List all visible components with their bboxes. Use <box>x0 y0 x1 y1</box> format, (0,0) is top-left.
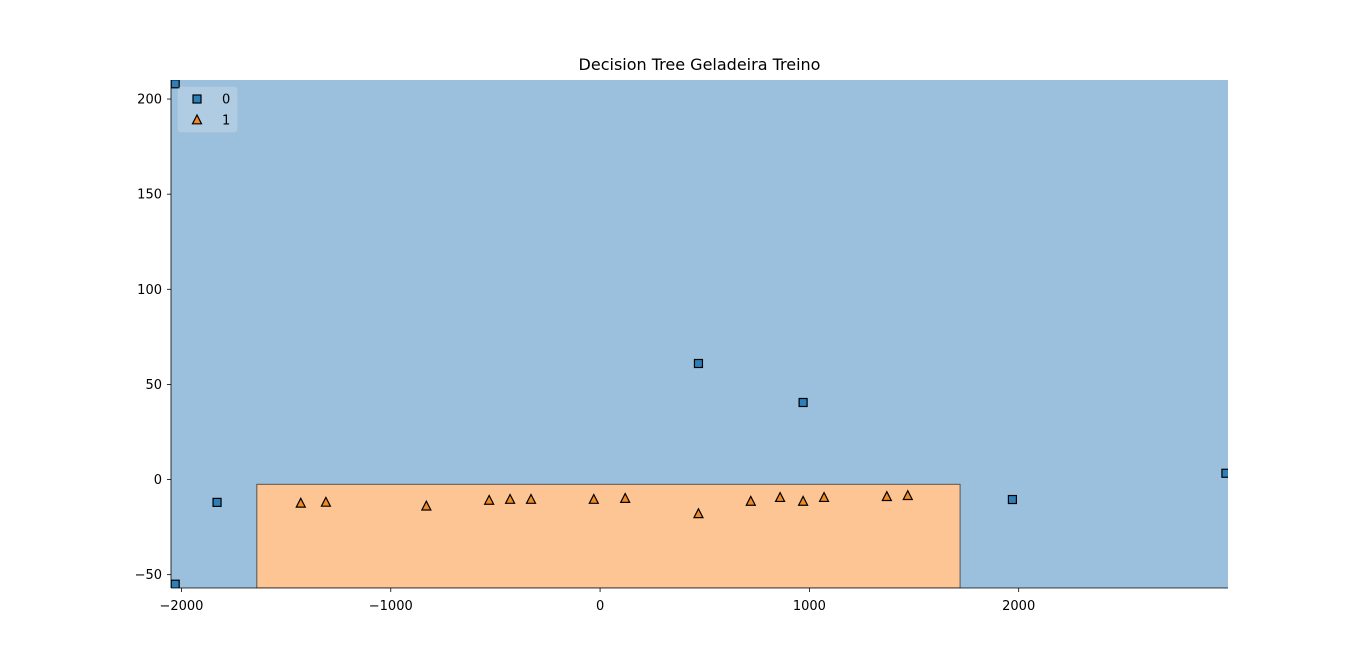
y-tick-label: 0 <box>154 473 162 488</box>
data-point-class-1 <box>818 491 830 503</box>
legend-label-class-0: 0 <box>222 93 230 108</box>
decision-region-class-1 <box>256 483 961 588</box>
legend-marker-class-1 <box>191 113 203 125</box>
data-point-class-1 <box>692 507 704 519</box>
y-tick-label: −50 <box>135 568 162 583</box>
plot-area <box>171 80 1228 588</box>
data-point-class-1 <box>295 497 307 508</box>
x-tick-label: 1000 <box>793 599 826 614</box>
x-tick-label: −2000 <box>159 599 203 614</box>
y-tick-label: 50 <box>145 378 162 393</box>
data-point-class-1 <box>797 495 809 506</box>
data-point-class-0 <box>1221 468 1228 478</box>
data-point-class-1 <box>420 499 432 511</box>
legend-label-class-1: 1 <box>222 114 230 129</box>
plot-content <box>171 80 1228 588</box>
data-point-class-1 <box>588 493 600 504</box>
chart-title: Decision Tree Geladeira Treino <box>579 55 821 74</box>
series-1 <box>295 489 914 519</box>
data-point-class-0 <box>1007 494 1018 505</box>
data-point-class-0 <box>212 497 222 507</box>
data-point-class-0 <box>693 358 704 369</box>
data-point-class-1 <box>774 491 786 503</box>
x-tick-label: −1000 <box>369 599 413 614</box>
legend-marker-class-0 <box>192 94 202 104</box>
x-tick-label: 0 <box>596 599 604 614</box>
data-point-class-1 <box>483 494 495 505</box>
data-point-class-1 <box>525 493 537 504</box>
data-point-class-1 <box>504 493 516 504</box>
y-tick-label: 100 <box>137 283 162 298</box>
x-tick-label: 2000 <box>1002 599 1035 614</box>
data-point-class-1 <box>881 490 893 502</box>
data-point-class-1 <box>745 495 757 506</box>
legend: 01 <box>177 86 238 133</box>
data-point-class-0 <box>171 80 180 89</box>
data-point-class-1 <box>320 496 332 507</box>
y-tick-label: 150 <box>137 188 162 203</box>
y-axis: −50 0 50 100 150 200 <box>135 80 172 588</box>
x-axis: −2000 −1000 0 1000 2000 <box>159 587 1228 614</box>
series-0 <box>171 80 1228 588</box>
data-point-class-1 <box>902 489 914 501</box>
data-point-class-0 <box>171 579 180 588</box>
data-point-class-0 <box>798 397 808 408</box>
data-point-class-1 <box>619 492 631 503</box>
y-tick-label: 200 <box>137 93 162 108</box>
